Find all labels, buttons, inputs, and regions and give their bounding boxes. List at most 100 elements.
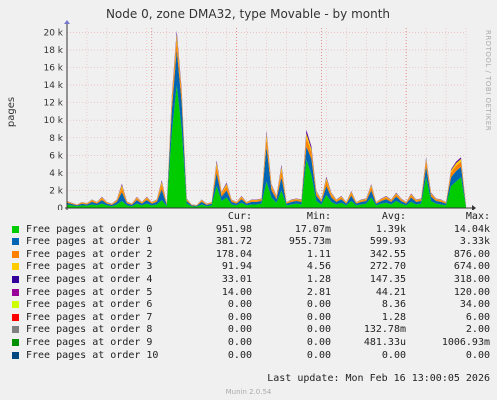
axes [64, 20, 476, 210]
y-tick-label: 18 k [43, 46, 63, 56]
y-tick-label: 20 k [43, 28, 63, 38]
legend-swatch [12, 275, 19, 283]
legend-min: 0.00 [306, 324, 331, 336]
legend-avg: 132.78m [363, 324, 406, 336]
chart-title: Node 0, zone DMA32, type Movable - by mo… [106, 7, 390, 21]
legend-label: Free pages at order 0 [26, 223, 153, 235]
legend-row: Free pages at order 2 178.04 1.11 342.55 876… [12, 249, 490, 262]
grid [66, 28, 467, 209]
y-axis-label: pages [6, 97, 17, 127]
legend-max: 318.00 [453, 273, 490, 285]
legend-cur: 0.00 [227, 299, 252, 311]
header-cur: Cur: [227, 211, 252, 222]
x-axis-arrow [472, 205, 476, 210]
y-tick-label: 6 k [49, 151, 64, 161]
header-min: Min: [306, 211, 331, 222]
legend-min: 0.00 [306, 349, 331, 361]
chart: Node 0, zone DMA32, type Movable - by mo… [6, 7, 492, 210]
footer-version: Munin 2.0.54 [225, 388, 272, 396]
legend-row: Free pages at order 8 0.00 0.00 132.78m 2.00 [12, 324, 490, 337]
legend-header: Cur: Min: Avg: Max: [12, 211, 490, 224]
legend-label: Free pages at order 8 [26, 324, 153, 336]
legend-swatch [12, 313, 19, 321]
legend-row: Free pages at order 3 91.94 4.56 272.70 674.… [12, 261, 490, 274]
series-areas [67, 30, 466, 208]
legend-label: Free pages at order 3 [26, 261, 153, 273]
last-update: Last update: Mon Feb 16 13:00:05 2026 [267, 373, 490, 384]
legend-cur: 33.01 [221, 273, 252, 285]
legend-cur: 381.72 [215, 236, 252, 248]
legend-max: 876.00 [453, 248, 490, 260]
legend-max: 14.04k [453, 223, 490, 235]
legend-cur: 951.98 [215, 223, 252, 235]
legend-max: 674.00 [453, 261, 490, 273]
legend-max: 120.00 [453, 286, 490, 298]
y-tick-label: 16 k [43, 64, 63, 74]
y-ticks: 0 2 k 4 k 6 k 8 k 10 k 12 k 14 k 16 k 18 k 20 k [43, 28, 63, 210]
legend-min: 1.11 [306, 248, 331, 260]
legend-row: Free pages at order 4 33.01 1.28 147.35 318.… [12, 274, 490, 287]
legend-row: Free pages at order 9 0.00 0.00 481.33u 1006… [12, 337, 490, 350]
legend-cur: 0.00 [227, 336, 252, 348]
legend-min: 955.73m [288, 236, 331, 248]
legend-min: 1.28 [306, 273, 331, 285]
legend-label: Free pages at order 2 [26, 248, 153, 260]
legend-avg: 1.28 [381, 311, 406, 323]
legend-max: 34.00 [459, 299, 490, 311]
y-tick-label: 0 [57, 204, 63, 210]
legend-cur: 0.00 [227, 349, 252, 361]
legend-swatch [12, 263, 19, 271]
series-area-order-0 [67, 85, 466, 208]
legend-avg: 342.55 [369, 248, 406, 260]
header-avg: Avg: [381, 211, 406, 222]
legend-swatch [12, 250, 19, 258]
legend-cur: 0.00 [227, 324, 252, 336]
legend-max: 6.00 [465, 311, 490, 323]
legend-label: Free pages at order 9 [26, 336, 153, 348]
legend-swatch [12, 225, 19, 233]
legend-avg: 1.39k [375, 223, 406, 235]
side-label: RRDTOOL / TOBI OETIKER [484, 30, 492, 131]
legend-label: Free pages at order 5 [26, 286, 153, 298]
legend-cur: 178.04 [215, 248, 252, 260]
y-axis-arrow [64, 20, 70, 24]
legend-min: 17.07m [294, 223, 331, 235]
legend-row: Free pages at order 6 0.00 0.00 8.36 34.00 [12, 299, 490, 312]
y-tick-label: 2 k [49, 186, 64, 196]
legend-swatch [12, 301, 19, 309]
legend-row: Free pages at order 1 381.72 955.73m 599.93… [12, 236, 490, 249]
legend-swatch [12, 238, 19, 246]
legend-avg: 272.70 [369, 261, 406, 273]
legend-avg: 147.35 [369, 273, 406, 285]
legend-avg: 44.21 [375, 286, 406, 298]
legend-max: 1006.93m [441, 336, 490, 348]
legend-swatch [12, 338, 19, 346]
legend-label: Free pages at order 6 [26, 299, 153, 311]
legend-max: 0.00 [465, 349, 490, 361]
legend-min: 0.00 [306, 311, 331, 323]
legend-cur: 91.94 [221, 261, 252, 273]
legend-max: 3.33k [459, 236, 490, 248]
legend: Cur: Min: Avg: Max: Free pages at order … [12, 211, 490, 362]
legend-swatch [12, 326, 19, 334]
legend-swatch [12, 351, 19, 359]
y-tick-label: 14 k [43, 81, 63, 91]
y-tick-label: 12 k [43, 99, 63, 109]
legend-swatch [12, 288, 19, 296]
legend-avg: 599.93 [369, 236, 406, 248]
legend-cur: 14.00 [221, 286, 252, 298]
legend-label: Free pages at order 1 [26, 236, 153, 248]
y-tick-label: 4 k [49, 169, 64, 179]
legend-row: Free pages at order 7 0.00 0.00 1.28 6.00 [12, 312, 490, 325]
legend-cur: 0.00 [227, 311, 252, 323]
header-max: Max: [465, 211, 490, 222]
y-tick-label: 10 k [43, 116, 63, 126]
legend-row: Free pages at order 5 14.00 2.81 44.21 120.0… [12, 287, 490, 300]
legend-avg: 0.00 [381, 349, 406, 361]
legend-avg: 481.33u [363, 336, 406, 348]
legend-label: Free pages at order 7 [26, 311, 153, 323]
legend-max: 2.00 [465, 324, 490, 336]
legend-min: 0.00 [306, 336, 331, 348]
legend-row: Free pages at order 0 951.98 17.07m 1.39k 14… [12, 224, 490, 237]
legend-min: 0.00 [306, 299, 331, 311]
